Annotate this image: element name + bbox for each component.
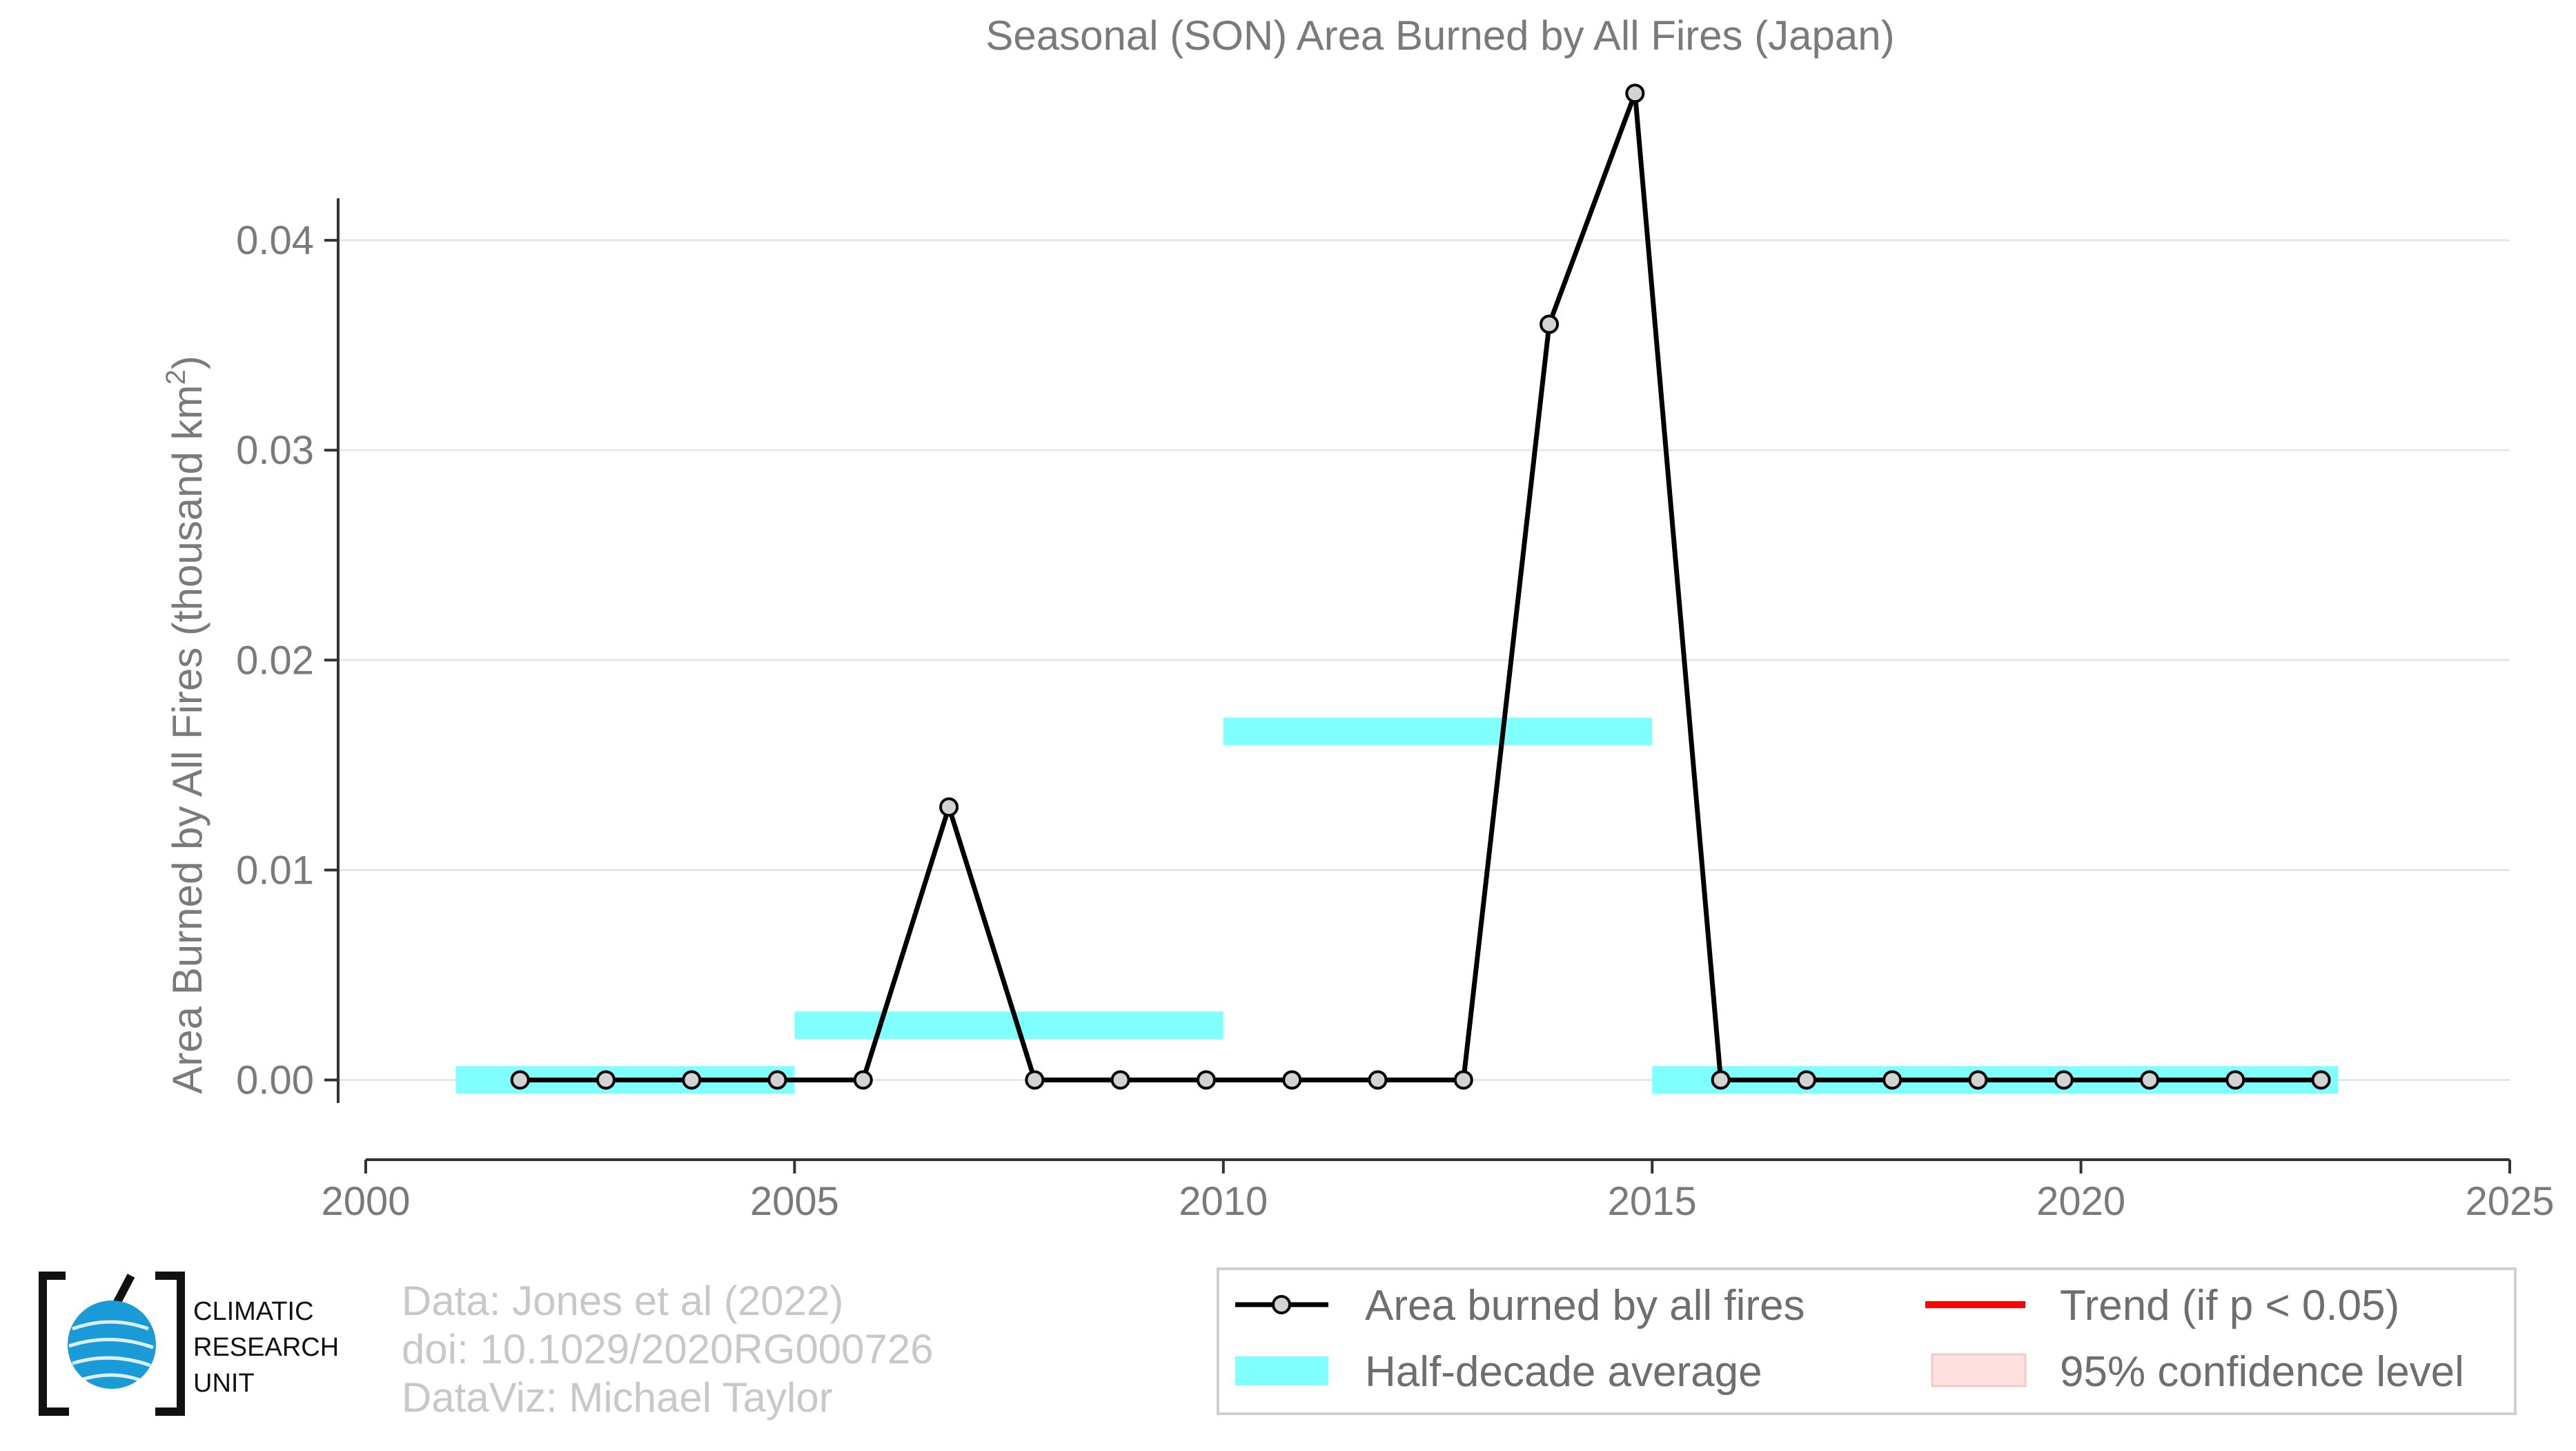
half-decade-average-bands bbox=[455, 717, 2339, 1094]
globe-lines bbox=[68, 1320, 154, 1383]
data-point bbox=[1882, 1070, 1902, 1090]
credit-doi: doi: 10.1029/2020RG000726 bbox=[402, 1326, 934, 1372]
x-tick-label: 2005 bbox=[750, 1179, 839, 1224]
y-tick-label: 0.04 bbox=[236, 218, 314, 263]
legend-ci-swatch bbox=[1931, 1353, 2027, 1387]
legend-label-trend: Trend (if p < 0.05) bbox=[2060, 1282, 2399, 1330]
data-point bbox=[1625, 84, 1645, 104]
data-point bbox=[1196, 1070, 1216, 1090]
gridlines bbox=[338, 239, 2510, 1081]
data-point bbox=[1453, 1070, 1473, 1090]
logo-line-2: RESEARCH bbox=[193, 1333, 339, 1362]
legend-label-series: Area burned by all fires bbox=[1365, 1282, 1805, 1330]
data-point bbox=[1711, 1070, 1731, 1090]
data-point bbox=[939, 797, 959, 817]
x-tick-label: 2000 bbox=[321, 1179, 410, 1224]
logo-bracket-left bbox=[39, 1272, 69, 1416]
legend-label-half-decade: Half-decade average bbox=[1365, 1348, 1762, 1396]
legend: Area burned by all fires Trend (if p < 0… bbox=[1217, 1267, 2517, 1415]
y-tick-label: 0.01 bbox=[236, 848, 314, 893]
x-tick-label: 2010 bbox=[1179, 1179, 1268, 1224]
data-point bbox=[1968, 1070, 1988, 1090]
credit-dataviz: DataViz: Michael Taylor bbox=[402, 1374, 833, 1421]
x-axis-ticks: 2000 2005 2010 2015 2020 2025 bbox=[321, 1160, 2555, 1224]
legend-box bbox=[1217, 1267, 2517, 1415]
data-point bbox=[853, 1070, 873, 1090]
data-point bbox=[2054, 1070, 2074, 1090]
y-axis-label: Area Burned by All Fires (thousand km2) bbox=[161, 356, 210, 1093]
chart-title: Seasonal (SON) Area Burned by All Fires … bbox=[985, 12, 1894, 59]
data-point bbox=[682, 1070, 702, 1090]
legend-band-swatch bbox=[1235, 1356, 1328, 1385]
logo-line-1: CLIMATIC bbox=[193, 1297, 314, 1326]
logo-bracket-slash bbox=[112, 1274, 135, 1307]
y-axis-label-superscript: 2 bbox=[161, 369, 191, 384]
series-line bbox=[520, 90, 2321, 1082]
data-point bbox=[1025, 1070, 1045, 1090]
y-tick-label: 0.02 bbox=[236, 638, 314, 683]
data-point bbox=[1540, 314, 1560, 334]
y-axis-label-main: Area Burned by All Fires (thousand km bbox=[164, 385, 210, 1094]
data-point bbox=[1796, 1070, 1816, 1090]
data-point bbox=[510, 1070, 530, 1090]
y-tick-label: 0.00 bbox=[236, 1058, 314, 1102]
credit-data: Data: Jones et al (2022) bbox=[402, 1278, 843, 1324]
data-point bbox=[2311, 1070, 2331, 1090]
cru-logo: CLIMATIC RESEARCH UNIT bbox=[39, 1272, 339, 1416]
legend-label-confidence: 95% confidence level bbox=[2060, 1348, 2464, 1396]
legend-marker-swatch bbox=[1272, 1295, 1291, 1314]
series-area-burned bbox=[510, 84, 2331, 1090]
half-decade-bar bbox=[794, 1011, 1223, 1040]
x-tick-label: 2025 bbox=[2465, 1179, 2554, 1224]
data-point bbox=[596, 1070, 616, 1090]
axes bbox=[337, 198, 2510, 1161]
data-point bbox=[767, 1070, 787, 1090]
y-tick-label: 0.03 bbox=[236, 428, 314, 473]
x-tick-label: 2015 bbox=[1608, 1179, 1697, 1224]
data-point bbox=[2140, 1070, 2160, 1090]
logo-bracket-right bbox=[155, 1272, 185, 1416]
logo-line-3: UNIT bbox=[193, 1369, 255, 1398]
data-point bbox=[1110, 1070, 1130, 1090]
data-point bbox=[2225, 1070, 2245, 1090]
y-axis-label-end: ) bbox=[164, 356, 210, 369]
x-tick-label: 2020 bbox=[2036, 1179, 2125, 1224]
data-point bbox=[1282, 1070, 1302, 1090]
data-point bbox=[1368, 1070, 1388, 1090]
y-axis-ticks: 0.00 0.01 0.02 0.03 0.04 bbox=[236, 218, 338, 1102]
half-decade-bar bbox=[1223, 717, 1653, 746]
